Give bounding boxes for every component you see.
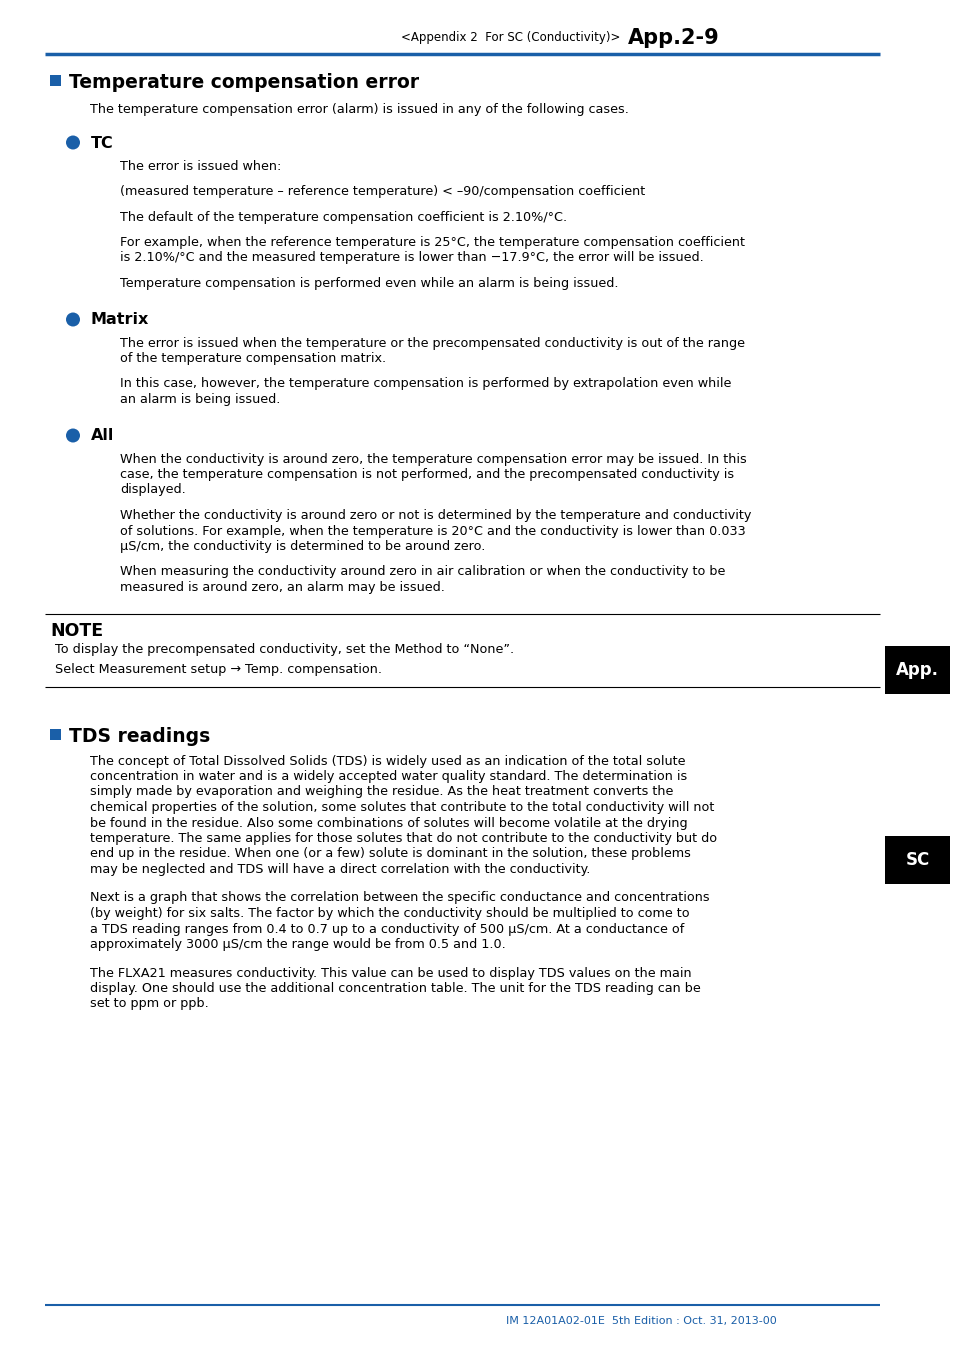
Text: To display the precompensated conductivity, set the Method to “None”.: To display the precompensated conductivi…: [55, 644, 514, 656]
Text: The concept of Total Dissolved Solids (TDS) is widely used as an indication of t: The concept of Total Dissolved Solids (T…: [90, 755, 685, 768]
Text: IM 12A01A02-01E: IM 12A01A02-01E: [506, 1316, 604, 1326]
Text: Select Measurement setup → Temp. compensation.: Select Measurement setup → Temp. compens…: [55, 663, 381, 676]
Text: App.2-9: App.2-9: [627, 28, 719, 49]
Text: App.: App.: [895, 662, 938, 679]
Text: SC: SC: [904, 850, 928, 869]
Circle shape: [66, 312, 80, 327]
Text: Matrix: Matrix: [91, 312, 150, 328]
Text: <Appendix 2  For SC (Conductivity)>: <Appendix 2 For SC (Conductivity)>: [400, 31, 619, 45]
Text: All: All: [91, 428, 114, 444]
Text: an alarm is being issued.: an alarm is being issued.: [120, 393, 280, 406]
Bar: [50, 76, 61, 86]
Text: case, the temperature compensation is not performed, and the precompensated cond: case, the temperature compensation is no…: [120, 468, 734, 481]
Text: (measured temperature – reference temperature) < –90/compensation coefficient: (measured temperature – reference temper…: [120, 185, 644, 198]
Circle shape: [66, 135, 80, 150]
Text: displayed.: displayed.: [120, 483, 186, 497]
Text: set to ppm or ppb.: set to ppm or ppb.: [90, 998, 209, 1011]
Bar: [884, 836, 949, 884]
Text: temperature. The same applies for those solutes that do not contribute to the co: temperature. The same applies for those …: [90, 832, 717, 845]
Text: approximately 3000 μS/cm the range would be from 0.5 and 1.0.: approximately 3000 μS/cm the range would…: [90, 938, 505, 950]
Bar: [50, 729, 61, 740]
Circle shape: [66, 428, 80, 443]
Text: When the conductivity is around zero, the temperature compensation error may be : When the conductivity is around zero, th…: [120, 452, 746, 466]
Text: TC: TC: [91, 135, 113, 150]
Text: Next is a graph that shows the correlation between the specific conductance and : Next is a graph that shows the correlati…: [90, 891, 709, 904]
Text: end up in the residue. When one (or a few) solute is dominant in the solution, t: end up in the residue. When one (or a fe…: [90, 848, 690, 860]
Text: Temperature compensation error: Temperature compensation error: [69, 73, 418, 92]
Text: Temperature compensation is performed even while an alarm is being issued.: Temperature compensation is performed ev…: [120, 277, 618, 290]
Text: μS/cm, the conductivity is determined to be around zero.: μS/cm, the conductivity is determined to…: [120, 540, 485, 553]
Text: Whether the conductivity is around zero or not is determined by the temperature : Whether the conductivity is around zero …: [120, 509, 751, 522]
Text: is 2.10%/°C and the measured temperature is lower than −17.9°C, the error will b: is 2.10%/°C and the measured temperature…: [120, 251, 703, 265]
Text: The temperature compensation error (alarm) is issued in any of the following cas: The temperature compensation error (alar…: [90, 103, 628, 116]
Text: concentration in water and is a widely accepted water quality standard. The dete: concentration in water and is a widely a…: [90, 769, 686, 783]
Text: The FLXA21 measures conductivity. This value can be used to display TDS values o: The FLXA21 measures conductivity. This v…: [90, 967, 691, 980]
Text: TDS readings: TDS readings: [69, 726, 210, 745]
Text: NOTE: NOTE: [50, 621, 103, 640]
Text: The default of the temperature compensation coefficient is 2.10%/°C.: The default of the temperature compensat…: [120, 211, 566, 224]
Text: 5th Edition : Oct. 31, 2013-00: 5th Edition : Oct. 31, 2013-00: [612, 1316, 776, 1326]
Text: When measuring the conductivity around zero in air calibration or when the condu: When measuring the conductivity around z…: [120, 566, 724, 579]
Text: chemical properties of the solution, some solutes that contribute to the total c: chemical properties of the solution, som…: [90, 801, 714, 814]
Text: a TDS reading ranges from 0.4 to 0.7 up to a conductivity of 500 μS/cm. At a con: a TDS reading ranges from 0.4 to 0.7 up …: [90, 922, 683, 936]
Text: (by weight) for six salts. The factor by which the conductivity should be multip: (by weight) for six salts. The factor by…: [90, 907, 689, 919]
Text: be found in the residue. Also some combinations of solutes will become volatile : be found in the residue. Also some combi…: [90, 817, 687, 829]
Text: In this case, however, the temperature compensation is performed by extrapolatio: In this case, however, the temperature c…: [120, 378, 731, 390]
Text: display. One should use the additional concentration table. The unit for the TDS: display. One should use the additional c…: [90, 981, 700, 995]
Text: may be neglected and TDS will have a direct correlation with the conductivity.: may be neglected and TDS will have a dir…: [90, 863, 590, 876]
Bar: [884, 647, 949, 694]
Text: measured is around zero, an alarm may be issued.: measured is around zero, an alarm may be…: [120, 580, 444, 594]
Text: of solutions. For example, when the temperature is 20°C and the conductivity is : of solutions. For example, when the temp…: [120, 525, 745, 537]
Text: The error is issued when the temperature or the precompensated conductivity is o: The error is issued when the temperature…: [120, 336, 744, 350]
Text: simply made by evaporation and weighing the residue. As the heat treatment conve: simply made by evaporation and weighing …: [90, 786, 673, 798]
Text: The error is issued when:: The error is issued when:: [120, 159, 281, 173]
Text: of the temperature compensation matrix.: of the temperature compensation matrix.: [120, 352, 386, 365]
Text: For example, when the reference temperature is 25°C, the temperature compensatio: For example, when the reference temperat…: [120, 236, 744, 248]
